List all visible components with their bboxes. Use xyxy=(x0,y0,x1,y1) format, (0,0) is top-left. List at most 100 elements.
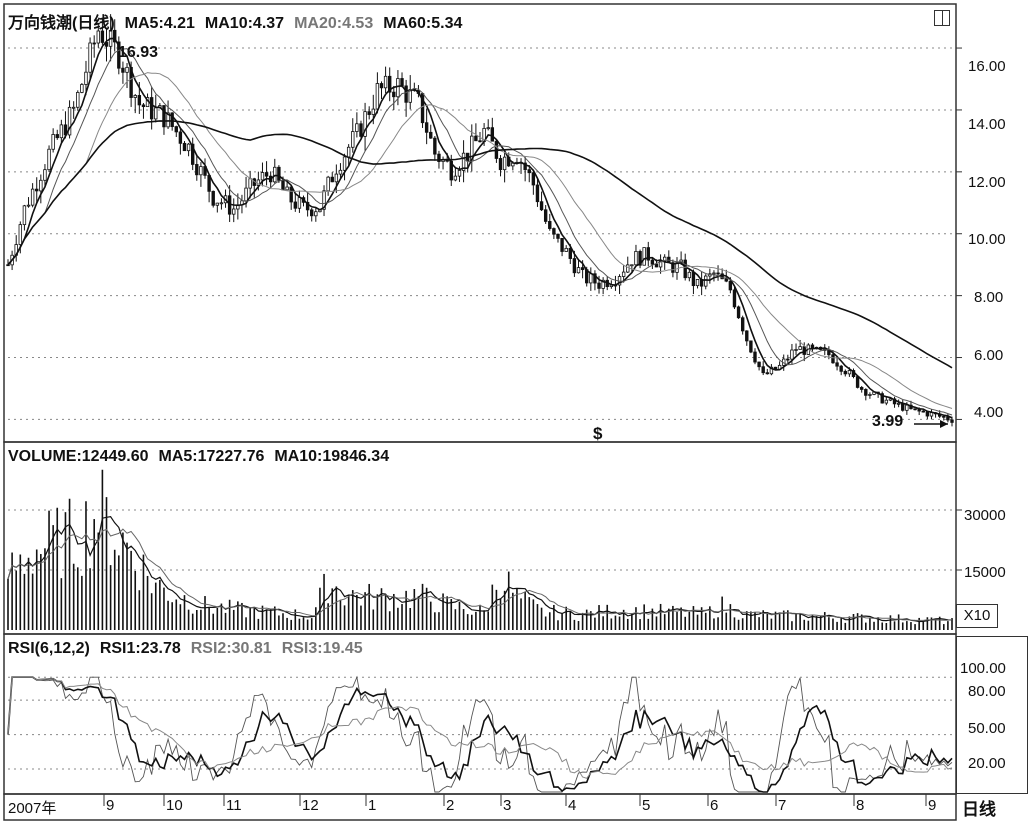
candle-body xyxy=(868,394,872,396)
candle-body xyxy=(88,42,92,73)
rsi-title: RSI(6,12,2) xyxy=(8,640,90,657)
candle-body xyxy=(367,111,371,115)
candle-body xyxy=(76,92,80,108)
candle-body xyxy=(580,267,585,271)
candle-body xyxy=(695,279,700,287)
volume-ma10-label: MA10:19846.34 xyxy=(274,448,390,465)
candle-body xyxy=(913,408,917,411)
candle-body xyxy=(905,404,909,411)
candle-body xyxy=(277,166,281,181)
candle-body xyxy=(474,135,478,142)
candle-body xyxy=(860,387,864,390)
candle-body xyxy=(921,410,925,413)
signal-marker: $ xyxy=(593,424,603,443)
candle-body xyxy=(523,162,527,171)
candle-body xyxy=(125,66,129,73)
candle-body xyxy=(769,366,774,375)
price-ytick: 8.00 xyxy=(974,289,1004,306)
candle-body xyxy=(749,340,753,353)
candle-body xyxy=(408,89,412,103)
candle-body xyxy=(658,260,663,268)
rsi3-label: RSI3:19.45 xyxy=(281,640,363,657)
x-axis-ticks xyxy=(103,794,927,806)
candle-body xyxy=(449,160,453,181)
ma5-line xyxy=(7,37,953,419)
candle-body xyxy=(219,202,224,205)
candle-body xyxy=(342,156,347,171)
candle-body xyxy=(564,247,568,252)
candle-body xyxy=(683,259,687,279)
x-tick: 11 xyxy=(226,797,242,814)
candle-body xyxy=(92,42,96,45)
candle-body xyxy=(621,271,626,277)
candle-body xyxy=(888,398,893,401)
volume-series xyxy=(7,469,953,630)
candle-body xyxy=(671,262,675,273)
rsi2-label: RSI2:30.81 xyxy=(190,640,272,657)
candle-body xyxy=(371,108,375,115)
candle-body xyxy=(527,169,531,174)
candle-body xyxy=(568,247,572,259)
ma10-line xyxy=(7,48,953,416)
candle-body xyxy=(950,419,954,423)
candle-body xyxy=(646,247,650,261)
x-tick: 4 xyxy=(568,797,577,814)
volume-ma5-label: MA5:17227.76 xyxy=(158,448,265,465)
price-panel-frame xyxy=(3,3,957,443)
price-ytick: 12.00 xyxy=(968,174,1006,191)
candle-body xyxy=(650,259,655,265)
rsi-panel-frame xyxy=(3,633,957,795)
candle-body xyxy=(724,278,728,282)
candle-body xyxy=(100,30,105,43)
candle-body xyxy=(375,83,380,110)
candle-body xyxy=(322,190,326,210)
candle-body xyxy=(461,152,466,171)
candle-body xyxy=(490,127,495,142)
candle-body xyxy=(691,271,696,287)
candle-body xyxy=(786,358,790,361)
candle-body xyxy=(178,131,183,144)
candle-body xyxy=(753,351,757,363)
candle-body xyxy=(71,106,76,109)
candle-body xyxy=(186,143,191,152)
candle-body xyxy=(162,105,166,128)
candle-body xyxy=(478,140,482,143)
candle-body xyxy=(560,237,564,252)
candle-body xyxy=(96,30,100,44)
price-ytick: 4.00 xyxy=(974,404,1004,421)
rsi-ytick: 100.00 xyxy=(960,660,1006,677)
candle-body xyxy=(338,169,343,175)
candle-body xyxy=(942,415,946,418)
candle-body xyxy=(839,365,843,372)
candle-body xyxy=(351,131,355,148)
period-selector[interactable]: 日线 xyxy=(962,800,996,819)
candle-body xyxy=(716,272,720,275)
candle-body xyxy=(740,317,745,332)
stock-title: 万向钱潮(日线) xyxy=(8,15,115,32)
candle-body xyxy=(539,201,544,211)
rsi-axis-frame xyxy=(956,636,1028,794)
candle-body xyxy=(154,107,158,120)
candle-body xyxy=(273,166,277,183)
grid-lines xyxy=(8,47,962,770)
price-ytick: 14.00 xyxy=(968,116,1006,133)
candle-body xyxy=(264,172,269,177)
volume-unit-badge: X10 xyxy=(956,604,998,628)
candle-body xyxy=(244,187,248,202)
candle-body xyxy=(424,122,429,133)
rsi3-line xyxy=(7,676,953,779)
split-window-icon[interactable] xyxy=(934,10,950,26)
candle-body xyxy=(896,402,901,405)
candle-body xyxy=(22,205,27,226)
candle-body xyxy=(18,224,23,245)
candle-body xyxy=(531,172,536,186)
candle-body xyxy=(47,148,51,171)
rsi-series xyxy=(7,675,953,793)
high-price-annotation: 16.93 xyxy=(118,44,159,61)
rsi-ytick: 20.00 xyxy=(968,755,1006,772)
candle-body xyxy=(141,104,146,108)
candle-body xyxy=(798,346,802,350)
candle-body xyxy=(901,402,905,411)
ma60-label: MA60:5.34 xyxy=(383,15,463,32)
